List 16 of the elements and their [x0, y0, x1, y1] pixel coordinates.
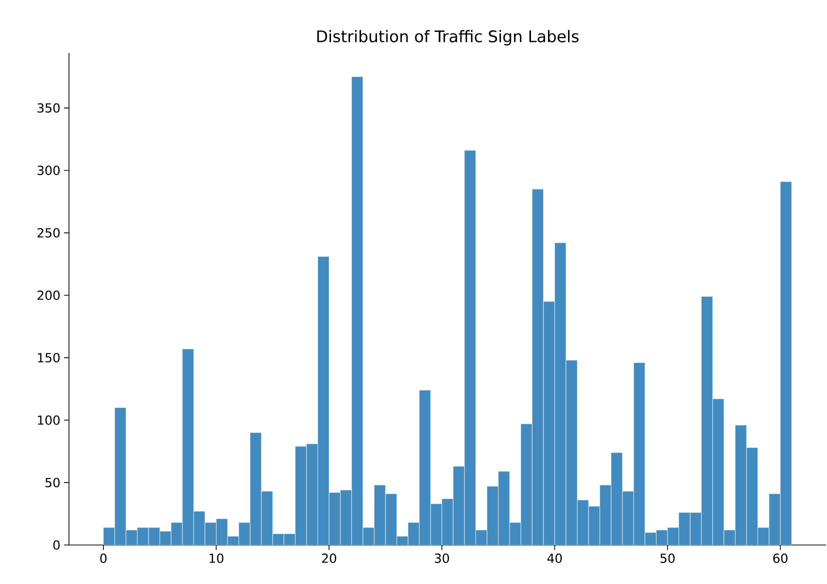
x-tick-label: 40 — [547, 554, 562, 563]
x-tick-label: 20 — [322, 554, 336, 563]
x-tick-label: 50 — [660, 554, 675, 563]
x-tick-label: 60 — [773, 554, 788, 563]
y-tick-label: 350 — [38, 103, 60, 113]
x-tick-label: 30 — [434, 554, 449, 563]
y-tick-label: 150 — [38, 352, 60, 362]
y-tick-label: 100 — [38, 415, 60, 425]
x-tick-label: 10 — [210, 554, 224, 563]
x-tick-label: 0 — [100, 554, 107, 563]
y-tick-label: 50 — [46, 478, 60, 488]
y-tick-label: 300 — [38, 166, 60, 176]
y-tick-label: 0 — [53, 540, 60, 550]
y-tick-label: 250 — [38, 228, 60, 238]
chart-title: Distribution of Traffic Sign Labels — [317, 30, 579, 46]
y-tick-label: 200 — [38, 290, 60, 300]
